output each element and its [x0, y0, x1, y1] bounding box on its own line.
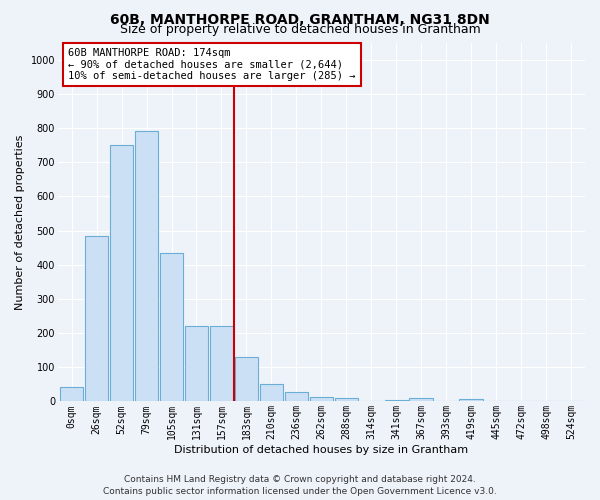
Bar: [409, 398, 433, 402]
Bar: [160, 252, 184, 402]
Bar: [235, 357, 259, 402]
Bar: [85, 236, 109, 402]
Bar: [134, 132, 158, 402]
Y-axis label: Number of detached properties: Number of detached properties: [15, 134, 25, 310]
X-axis label: Distribution of detached houses by size in Grantham: Distribution of detached houses by size …: [175, 445, 469, 455]
Bar: [185, 326, 208, 402]
Text: 60B MANTHORPE ROAD: 174sqm
← 90% of detached houses are smaller (2,644)
10% of s: 60B MANTHORPE ROAD: 174sqm ← 90% of deta…: [68, 48, 356, 81]
Bar: [60, 387, 83, 402]
Bar: [385, 400, 408, 402]
Bar: [110, 145, 133, 402]
Bar: [460, 398, 483, 402]
Bar: [209, 326, 233, 402]
Text: 60B, MANTHORPE ROAD, GRANTHAM, NG31 8DN: 60B, MANTHORPE ROAD, GRANTHAM, NG31 8DN: [110, 12, 490, 26]
Text: Contains HM Land Registry data © Crown copyright and database right 2024.
Contai: Contains HM Land Registry data © Crown c…: [103, 474, 497, 496]
Bar: [284, 392, 308, 402]
Bar: [260, 384, 283, 402]
Text: Size of property relative to detached houses in Grantham: Size of property relative to detached ho…: [119, 22, 481, 36]
Bar: [310, 397, 333, 402]
Bar: [335, 398, 358, 402]
